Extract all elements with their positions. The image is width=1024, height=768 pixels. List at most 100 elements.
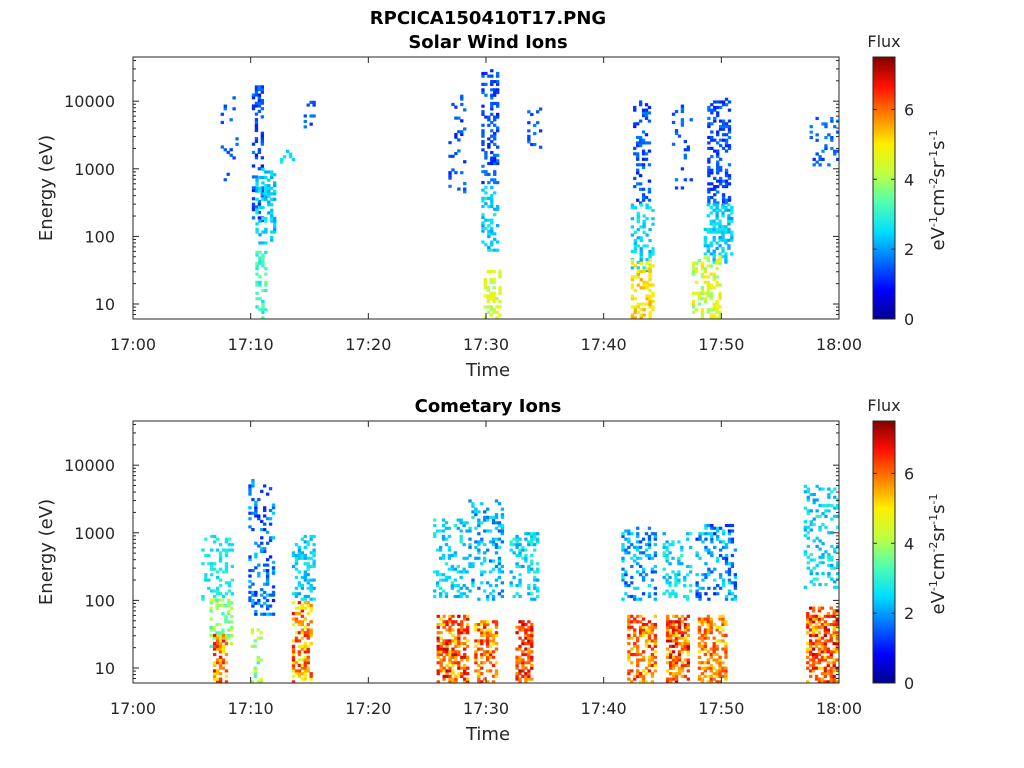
heatmap-cell (209, 628, 213, 632)
heatmap-cell (294, 559, 299, 563)
heatmap-cell (477, 518, 481, 522)
heatmap-cell (721, 127, 726, 131)
heatmap-cell (627, 617, 631, 621)
heatmap-cell (493, 115, 497, 119)
heatmap-cell (633, 631, 637, 635)
heatmap-cell (698, 594, 702, 599)
heatmap-cell (251, 186, 256, 190)
heatmap-cell (648, 299, 652, 304)
colorbar-tick-label: 6 (904, 100, 914, 119)
heatmap-cell (633, 297, 638, 301)
heatmap-cell (691, 269, 696, 273)
heatmap-cell (438, 586, 443, 590)
heatmap-cell (490, 101, 494, 106)
heatmap-cell (494, 578, 499, 582)
heatmap-cell (712, 644, 716, 648)
heatmap-cell (235, 137, 239, 141)
heatmap-cell (496, 248, 500, 252)
heatmap-cell (224, 562, 229, 566)
heatmap-cell (294, 562, 299, 566)
heatmap-cell (820, 622, 825, 627)
heatmap-cell (683, 642, 688, 646)
heatmap-cell (490, 74, 494, 78)
heatmap-cell (445, 647, 449, 651)
heatmap-cell (706, 256, 710, 260)
heatmap-cell (707, 105, 711, 110)
heatmap-cell (518, 669, 522, 673)
heatmap-cell (489, 291, 493, 295)
heatmap-cell (671, 655, 676, 659)
heatmap-cell (818, 539, 822, 543)
heatmap-cell (677, 666, 682, 670)
heatmap-cell (697, 636, 702, 640)
heatmap-cell (448, 669, 452, 673)
heatmap-cell (817, 642, 822, 646)
heatmap-cell (642, 280, 646, 284)
heatmap-cell (309, 628, 313, 632)
heatmap-cell (474, 556, 478, 560)
heatmap-cell (706, 280, 710, 284)
heatmap-cell (454, 171, 458, 175)
heatmap-cell (700, 661, 705, 665)
heatmap-cell (815, 536, 819, 540)
heatmap-cell (721, 203, 725, 207)
heatmap-cell (454, 650, 458, 654)
heatmap-cell (527, 137, 531, 141)
heatmap-cell (820, 655, 825, 659)
heatmap-cell (527, 652, 531, 657)
heatmap-cell (493, 213, 497, 217)
heatmap-cell (709, 674, 713, 678)
heatmap-cell (201, 597, 205, 601)
heatmap-cell (721, 529, 726, 533)
heatmap-cell (527, 647, 531, 651)
heatmap-cell (680, 167, 685, 171)
heatmap-cell (724, 149, 729, 153)
heatmap-cell (718, 540, 723, 544)
heatmap-cell (724, 252, 728, 256)
heatmap-cell (303, 606, 307, 610)
heatmap-cell (223, 148, 227, 152)
heatmap-cell (481, 170, 485, 174)
heatmap-cell (645, 267, 649, 271)
heatmap-cell (481, 204, 485, 209)
heatmap-cell (644, 114, 649, 118)
heatmap-cell (668, 633, 673, 638)
heatmap-cell (662, 567, 666, 571)
heatmap-cell (633, 185, 637, 189)
heatmap-cell (730, 219, 734, 223)
heatmap-cell (704, 545, 708, 549)
heatmap-cell (261, 288, 265, 293)
heatmap-cell (811, 609, 816, 613)
heatmap-cell (683, 578, 687, 582)
heatmap-cell (814, 652, 819, 657)
heatmap-cell (489, 313, 493, 317)
heatmap-cell (698, 532, 702, 536)
heatmap-cell (306, 562, 310, 566)
heatmap-cell (259, 631, 263, 635)
heatmap-cell (303, 650, 307, 654)
heatmap-cell (733, 586, 738, 590)
heatmap-cell (264, 250, 268, 254)
heatmap-cell (257, 88, 262, 92)
heatmap-cell (823, 633, 828, 638)
heatmap-cell (303, 545, 307, 549)
heatmap-cell (709, 308, 713, 312)
heatmap-cell (474, 625, 478, 629)
heatmap-cell (677, 658, 682, 662)
heatmap-cell (803, 490, 808, 494)
heatmap-cell (832, 658, 836, 662)
heatmap-cell (530, 534, 534, 539)
heatmap-cell (718, 227, 722, 231)
y-tick-label: 1000 (74, 524, 115, 543)
heatmap-cell (524, 674, 528, 678)
heatmap-cell (650, 556, 655, 560)
heatmap-cell (811, 661, 816, 665)
heatmap-cell (524, 680, 528, 684)
heatmap-cell (297, 612, 302, 616)
heatmap-cell (710, 182, 714, 186)
heatmap-cell (811, 666, 816, 670)
heatmap-cell (712, 230, 716, 234)
heatmap-cell (829, 655, 833, 659)
heatmap-cell (665, 548, 669, 552)
heatmap-cell (645, 261, 649, 265)
